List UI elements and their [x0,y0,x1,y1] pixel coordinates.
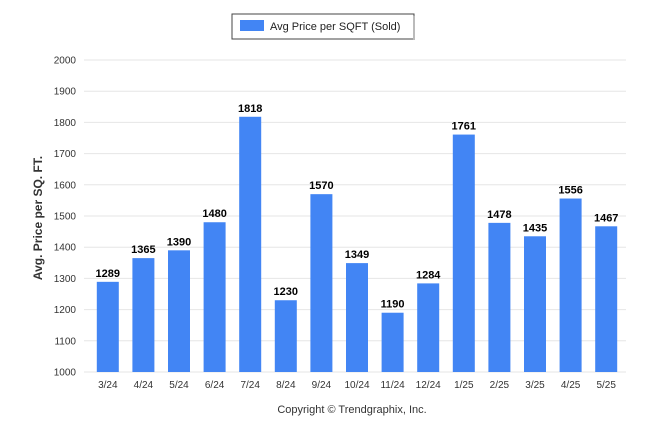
bar[interactable] [417,283,440,372]
data-labels: 1289 1365 1390 1480 1818 1230 1570 1349 1190 1284… [96,103,619,311]
y-tick-label: 1400 [54,243,77,254]
bar-value-label: 1480 [202,208,226,220]
bars [96,116,618,372]
x-tick-label: 3/25 [525,380,545,391]
y-tick-label: 1100 [54,336,76,347]
bar-value-label: 1365 [131,244,155,256]
y-tick-label: 1700 [54,149,77,160]
y-tick-label: 1900 [54,87,77,98]
y-tick-label: 2000 [54,56,77,67]
copyright-footer: Copyright © Trendgraphix, Inc. [277,404,426,416]
x-tick-label: 3/24 [98,380,118,391]
y-tick-label: 1000 [54,368,77,379]
x-tick-label: 5/25 [596,380,616,391]
y-axis-title: Avg. Price per SQ. FT. [31,156,45,280]
bar-value-label: 1556 [558,185,582,197]
y-tick-label: 1200 [54,305,77,316]
bar[interactable] [452,134,475,372]
bar[interactable] [381,312,404,372]
bar[interactable] [559,198,582,372]
legend[interactable]: Avg Price per SQFT (Sold) [231,13,415,40]
bar[interactable] [132,258,155,372]
x-tick-label: 6/24 [205,380,225,391]
bar-value-label: 1467 [594,212,618,224]
bar[interactable] [274,300,297,372]
x-tick-label: 2/25 [490,380,510,391]
legend-swatch [240,20,264,31]
legend-label: Avg Price per SQFT (Sold) [270,21,400,33]
bar-value-label: 1230 [274,286,298,298]
x-tick-label: 4/24 [134,380,154,391]
bar-value-label: 1349 [345,249,369,261]
x-tick-label: 5/24 [169,380,189,391]
bar[interactable] [203,222,226,372]
bar-value-label: 1390 [167,236,191,248]
bar-value-label: 1570 [309,180,333,192]
legend-shadow [413,16,415,40]
x-tick-label: 9/24 [312,380,332,391]
bar-value-label: 1761 [452,121,476,133]
bar[interactable] [239,116,262,372]
y-tick-label: 1300 [54,274,77,285]
x-tick-label: 1/25 [454,380,474,391]
bar-value-label: 1435 [523,222,547,234]
x-tick-label: 10/24 [344,380,369,391]
y-tick-label: 1600 [54,180,77,191]
bar[interactable] [488,222,511,372]
x-tick-label: 12/24 [416,380,441,391]
bar-value-label: 1284 [416,269,441,281]
bar[interactable] [346,263,368,372]
y-axis-ticks: 1000 1100 1200 1300 1400 1500 1600 1700 1800 1900… [54,56,77,379]
bar-value-label: 1190 [381,299,405,311]
bar[interactable] [168,250,190,372]
y-tick-label: 1800 [54,118,77,129]
x-tick-label: 8/24 [276,380,296,391]
bar[interactable] [96,281,119,372]
bar-value-label: 1289 [96,268,120,280]
x-tick-label: 7/24 [240,380,260,391]
bar-value-label: 1478 [487,209,511,221]
x-tick-label: 11/24 [380,380,405,391]
x-tick-label: 4/25 [561,380,581,391]
bar[interactable] [595,226,618,372]
bar[interactable] [310,194,333,372]
bar-value-label: 1818 [238,103,262,115]
x-axis-ticks: 3/24 4/24 5/24 6/24 7/24 8/24 9/24 10/24 11/24 12… [98,380,616,391]
bar[interactable] [524,236,546,372]
y-tick-label: 1500 [54,212,77,223]
